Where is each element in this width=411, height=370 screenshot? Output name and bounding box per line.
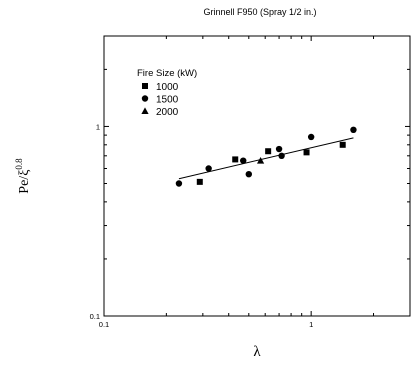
y-axis-label-base: Pe/ξ (17, 170, 32, 194)
data-point-square (265, 148, 272, 155)
data-point-circle (205, 165, 212, 172)
tick-labels: 0.1 1 0.1 1 (90, 122, 314, 329)
fit-line (178, 137, 354, 180)
legend-marker-triangle (141, 107, 149, 114)
data-points (175, 126, 357, 187)
legend-marker-circle (141, 95, 149, 102)
legend-marker-square (142, 83, 148, 89)
data-point-circle (175, 180, 183, 187)
data-point-square (196, 178, 203, 185)
legend-title: Fire Size (kW) (137, 68, 197, 79)
y-tick-label: 1 (96, 122, 100, 131)
data-point-square (303, 149, 310, 156)
data-point-circle (275, 145, 283, 153)
x-tick-label: 0.1 (99, 320, 109, 329)
plot-frame (103, 35, 411, 317)
data-point-square (339, 141, 346, 148)
y-axis-label-exponent: 0.8 (14, 158, 24, 170)
y-tick-label: 0.1 (90, 312, 100, 321)
data-point-circle (278, 152, 285, 160)
data-point-circle (350, 126, 357, 134)
data-point-circle (245, 170, 252, 178)
legend-label: 1500 (156, 95, 179, 106)
x-tick-label: 1 (309, 320, 313, 329)
y-axis-label: Pe/ξ0.8 (14, 158, 32, 194)
data-point-circle (240, 157, 247, 164)
data-point-triangle (256, 157, 265, 164)
axis-ticks (103, 35, 411, 317)
data-point-square (232, 156, 239, 163)
legend-label: 1000 (156, 82, 179, 93)
legend-label: 2000 (156, 107, 179, 118)
data-point-circle (307, 133, 315, 141)
chart-title: Grinnell F950 (Spray 1/2 in.) (203, 7, 316, 17)
x-axis-label: λ (253, 344, 261, 360)
